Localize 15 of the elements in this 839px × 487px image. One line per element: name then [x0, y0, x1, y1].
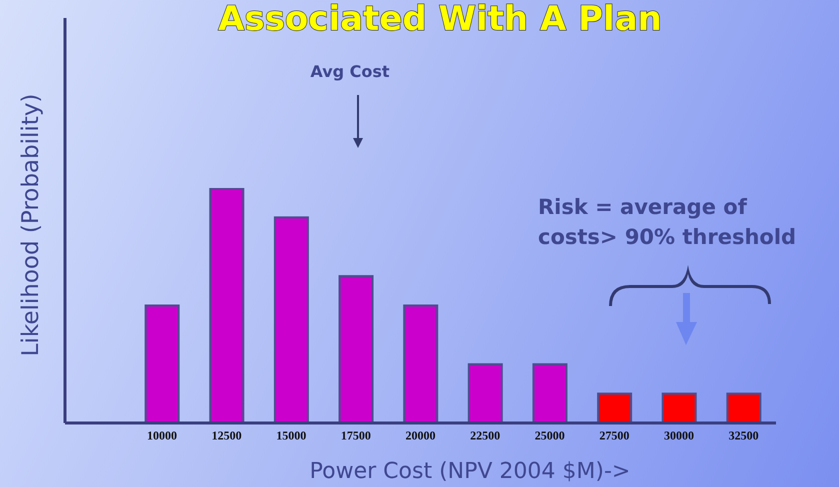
x-axis-title: Power Cost (NPV 2004 $M)->: [310, 459, 630, 484]
text: Avg Cost: [310, 62, 390, 81]
x-tick-label: 27500: [599, 428, 630, 443]
y-axis-title: Likelihood (Probability): [18, 94, 44, 356]
x-tick-label: 22500: [470, 428, 500, 443]
x-tick-label: 10000: [146, 428, 177, 443]
x-tick-label: 25000: [534, 428, 565, 443]
x-tick-label: 32500: [728, 428, 759, 443]
annotation: Risk = average of costs> 90% threshold: [538, 195, 796, 249]
x-tick-label: 12500: [212, 428, 242, 443]
x-tick-label: 20000: [406, 428, 436, 443]
x-tick-label: 17500: [340, 428, 371, 443]
chart-title: Associated With A Plan: [218, 0, 662, 39]
x-tick-label: 30000: [664, 428, 694, 443]
x-tick-label: 15000: [276, 428, 306, 443]
